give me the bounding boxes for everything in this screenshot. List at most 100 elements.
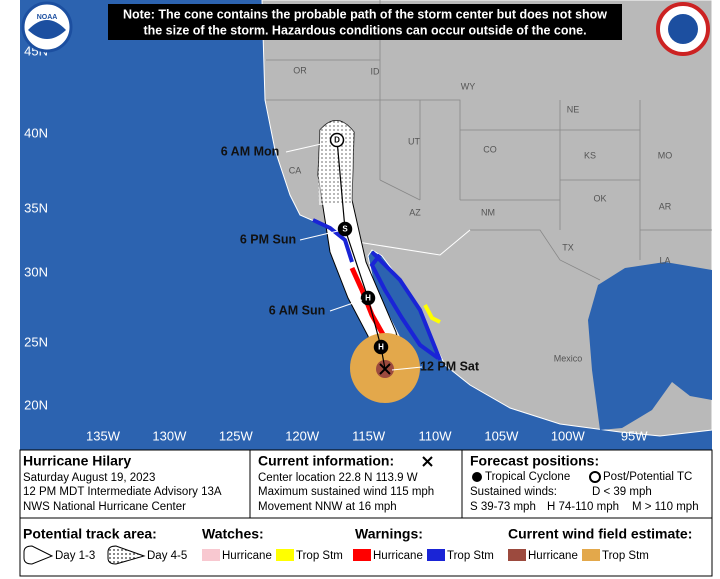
forecast-marker — [373, 339, 389, 355]
lat-label: 40N — [24, 125, 48, 140]
region-label: AR — [659, 201, 672, 211]
region-label: OK — [593, 193, 606, 203]
region-label: NE — [567, 104, 580, 114]
watches-title: Watches: — [202, 526, 264, 542]
region-label: ID — [371, 66, 381, 76]
day45-swatch — [107, 545, 146, 565]
nws-logo-center — [668, 14, 698, 44]
warn-hurricane-swatch — [353, 549, 371, 561]
noaa-logo-wave — [28, 20, 66, 39]
watch-trop: Trop Stm — [296, 550, 343, 562]
lon-labels: 135W 130W 125W 120W 115W 110W 105W 100W 95W — [86, 428, 648, 443]
forecast-points: D 6 AM Mon S 6 PM Sun H 6 AM Sun H — [221, 132, 389, 355]
day13-swatch — [23, 545, 54, 565]
forecast-label: 6 PM Sun — [240, 232, 296, 246]
region-label: Mexico — [554, 353, 583, 363]
lon-label: 125W — [219, 428, 254, 443]
day13-label: Day 1-3 — [55, 550, 95, 562]
forecast-marker-letter: S — [342, 225, 348, 234]
leader-lines — [285, 141, 423, 371]
warn-hurricane: Hurricane — [373, 550, 423, 562]
info-panel: Hurricane Hilary Saturday August 19, 202… — [19, 449, 713, 577]
post-symbol — [589, 471, 601, 483]
forecast-marker — [360, 290, 376, 306]
track-title: Potential track area: — [23, 526, 157, 542]
forecast-m: M > 110 mph — [632, 501, 699, 513]
region-label: AZ — [409, 207, 421, 217]
wind-title: Current wind field estimate: — [508, 526, 692, 542]
lat-label: 25N — [24, 334, 48, 349]
warnings-title: Warnings: — [355, 526, 423, 542]
storm-center: NWS National Hurricane Center — [23, 501, 186, 513]
forecast-marker-letter: D — [334, 136, 340, 145]
lon-label: 105W — [484, 428, 519, 443]
watch-trop-swatch — [276, 549, 294, 561]
forecast-label: 6 AM Sun — [269, 303, 325, 317]
current-title: Current information: — [258, 453, 394, 469]
gulf — [588, 262, 712, 430]
storm-date: Saturday August 19, 2023 — [23, 472, 155, 484]
region-labels: OR ID WY NE UT CO KS MO CA AZ NM OK AR TX LA Mexico — [289, 65, 673, 363]
watch-hurricane: Hurricane — [222, 550, 272, 562]
region-label: KS — [584, 150, 596, 160]
lon-label: 130W — [152, 428, 187, 443]
warn-trop: Trop Stm — [447, 550, 494, 562]
lon-label: 100W — [551, 428, 586, 443]
lon-label: 135W — [86, 428, 121, 443]
current-line: Center location 22.8 N 113.9 W — [258, 472, 418, 484]
note-line: Note: The cone contains the probable pat… — [123, 7, 607, 21]
region-label: UT — [408, 136, 420, 146]
region-label: CA — [289, 165, 302, 175]
watch-hurricane-swatch — [202, 549, 220, 561]
day45-label: Day 4-5 — [147, 550, 187, 562]
note-box — [108, 4, 622, 40]
borders — [266, 0, 712, 281]
lat-label: 30N — [24, 264, 48, 279]
forecast-tropical: Tropical Cyclone — [485, 471, 570, 483]
noaa-logo-text: NOAA — [37, 14, 58, 21]
lon-label: 115W — [352, 428, 386, 443]
region-label: WY — [461, 81, 476, 91]
trop-storm-warning — [312, 218, 354, 263]
lat-label: 20N — [24, 397, 48, 412]
forecast-title: Forecast positions: — [470, 453, 599, 469]
warn-trop-swatch — [427, 549, 445, 561]
forecast-s: S 39-73 mph — [470, 501, 536, 513]
lon-label: 95W — [621, 428, 648, 443]
region-label: OR — [293, 65, 307, 75]
wind-trop: Trop Stm — [602, 550, 649, 562]
region-label: CO — [483, 144, 497, 154]
region-label: MO — [658, 150, 673, 160]
wind-trop-swatch — [582, 549, 600, 561]
forecast-marker — [337, 221, 353, 237]
current-label: 12 PM Sat — [420, 359, 480, 373]
current-line: Movement NNW at 16 mph — [258, 501, 397, 513]
current-position — [379, 363, 391, 375]
forecast-marker — [329, 132, 345, 148]
storm-advisory: 12 PM MDT Intermediate Advisory 13A — [23, 486, 222, 498]
forecast-marker-letter: H — [378, 343, 384, 352]
forecast-winds: Sustained winds: — [470, 486, 557, 498]
forecast-post: Post/Potential TC — [603, 471, 692, 483]
trop-storm-watch — [423, 304, 441, 324]
region-label: NM — [481, 207, 495, 217]
note-line: the size of the storm. Hazardous conditi… — [143, 23, 586, 37]
cone-day45 — [318, 120, 354, 205]
forecast-marker-letter: H — [365, 294, 371, 303]
region-label: LA — [659, 255, 670, 265]
forecast-d: D < 39 mph — [592, 486, 652, 498]
lat-label: 35N — [24, 200, 48, 215]
forecast-label: 6 AM Mon — [221, 144, 280, 158]
storm-name: Hurricane Hilary — [23, 453, 131, 469]
wind-hurricane-swatch — [508, 549, 526, 561]
current-symbol — [422, 456, 433, 467]
current-line: Maximum sustained wind 115 mph — [258, 486, 434, 498]
lon-label: 120W — [285, 428, 320, 443]
wind-hurricane: Hurricane — [528, 550, 578, 562]
region-label: TX — [562, 242, 574, 252]
tc-symbol — [472, 472, 482, 482]
forecast-h: H 74-110 mph — [547, 501, 619, 513]
